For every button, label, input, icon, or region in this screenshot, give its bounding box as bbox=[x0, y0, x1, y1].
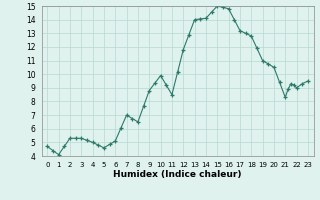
X-axis label: Humidex (Indice chaleur): Humidex (Indice chaleur) bbox=[113, 170, 242, 179]
